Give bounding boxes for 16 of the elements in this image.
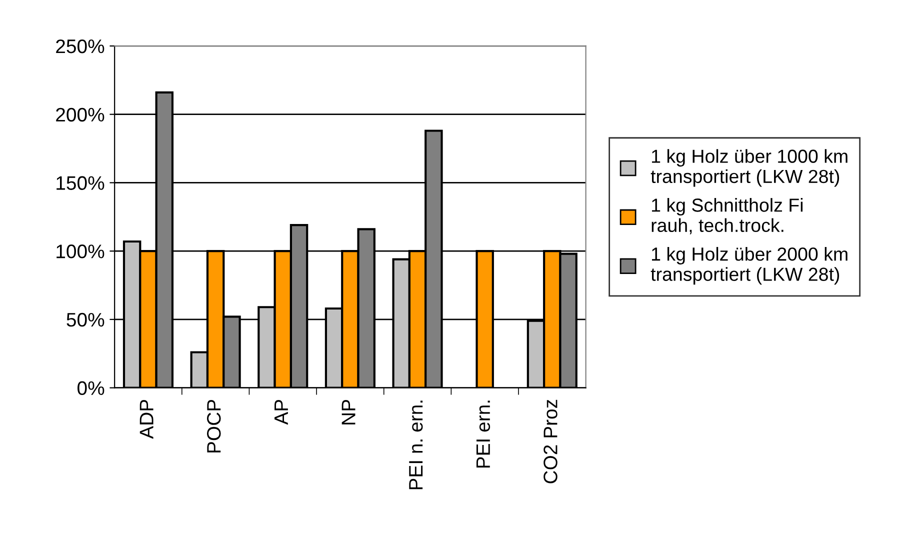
y-tick-label: 200% (56, 108, 104, 122)
x-tick-label: POCP (207, 400, 221, 452)
x-tick-label: NP (342, 400, 356, 424)
legend-label: 1 kg Holz über 2000 km transportiert (LKW 28t) (650, 246, 848, 285)
x-tick-label: PEI ern. (476, 400, 490, 468)
legend-label: 1 kg Schnittholz Fi rauh, tech.trock. (652, 198, 803, 234)
legend-label: 1 kg Holz über 1000 km transportiert (LKW 28t) (650, 149, 848, 187)
x-tick-label: PEI n. ern. (409, 400, 423, 490)
x-tick-label: ADP (140, 400, 154, 439)
y-tick-label: 0% (78, 381, 104, 396)
x-tick-label: CO2 Proz (544, 400, 558, 484)
y-tick-label: 150% (56, 176, 104, 190)
y-tick-label: 250% (56, 39, 104, 54)
y-tick-label: 50% (66, 312, 104, 327)
y-tick-label: 100% (56, 244, 104, 258)
x-tick-label: AP (274, 400, 288, 425)
